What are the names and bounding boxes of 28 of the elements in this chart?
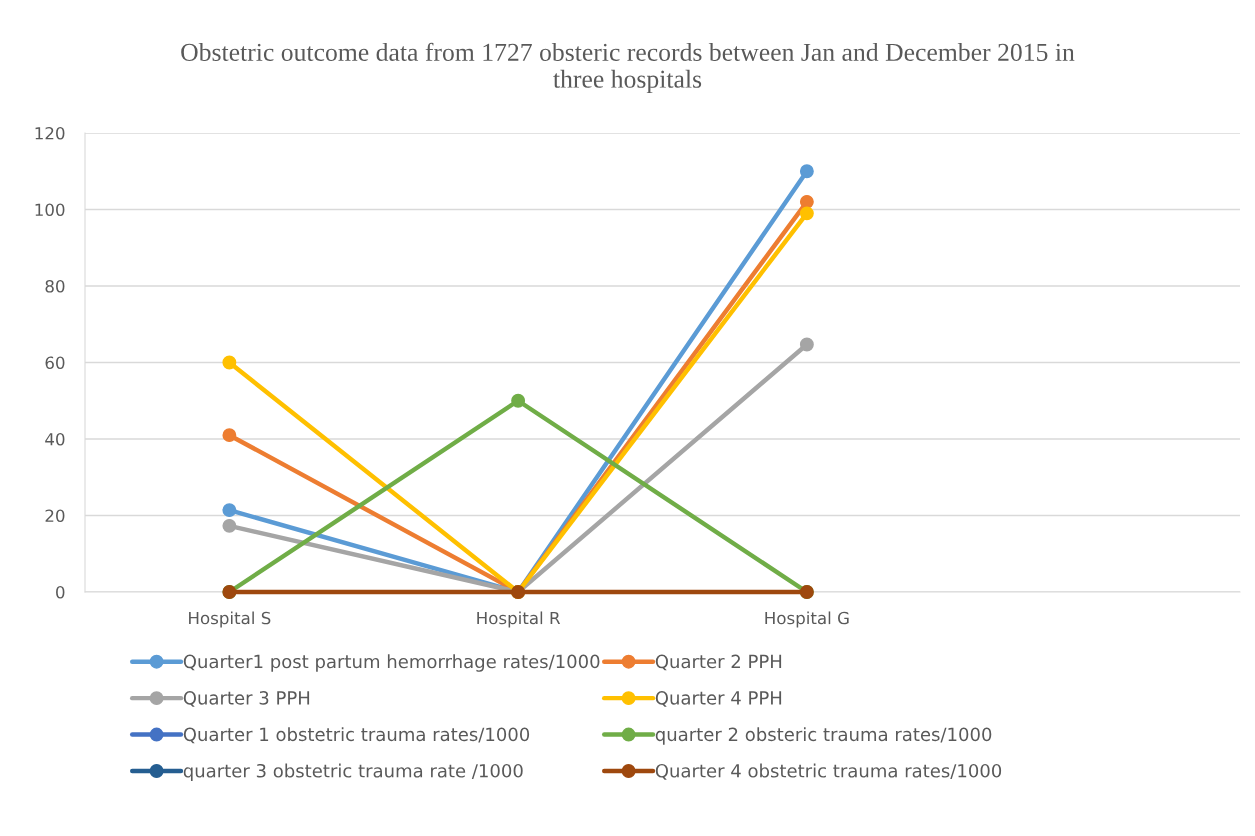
y-tick-label: 120 [35, 126, 65, 140]
point [222, 503, 237, 518]
x-tick-label: Hospital G [765, 611, 849, 628]
y-tick-label: 0 [56, 585, 65, 599]
legend-label: Quarter1 post partum hemorrhage rates/1000 [183, 654, 600, 672]
chart-title: Obstetric outcome data from 1727 obsteric records between Jan and December 2015 in three hospitals [181, 42, 1075, 94]
y-tick-label: 20 [45, 509, 65, 523]
point [222, 355, 237, 370]
point [799, 337, 814, 352]
legend-label: Quarter 1 obstetric trauma rates/1000 [183, 727, 530, 744]
legend-label: Quarter 4 obstetric trauma rates/1000 [655, 763, 1002, 780]
point [222, 518, 237, 533]
legend-label: quarter 2 obsteric trauma rates/1000 [655, 727, 992, 745]
point [511, 393, 526, 408]
legend-label: Quarter 2 PPH [655, 654, 782, 671]
point [799, 206, 814, 221]
y-tick-label: 60 [45, 356, 65, 370]
point [799, 194, 814, 209]
legend-label: Quarter 3 PPH [183, 691, 310, 707]
y-tick-label: 80 [45, 279, 65, 293]
point [222, 428, 237, 443]
y-tick-label: 40 [45, 432, 65, 446]
y-tick-label: 100 [35, 203, 65, 217]
point [799, 164, 814, 179]
legend-label: quarter 3 obstetric trauma rate /1000 [183, 763, 523, 782]
legend-label: Quarter 4 PPH [655, 691, 782, 707]
x-tick-label: Hospital R [477, 611, 561, 628]
x-tick-label: Hospital S [189, 611, 271, 628]
